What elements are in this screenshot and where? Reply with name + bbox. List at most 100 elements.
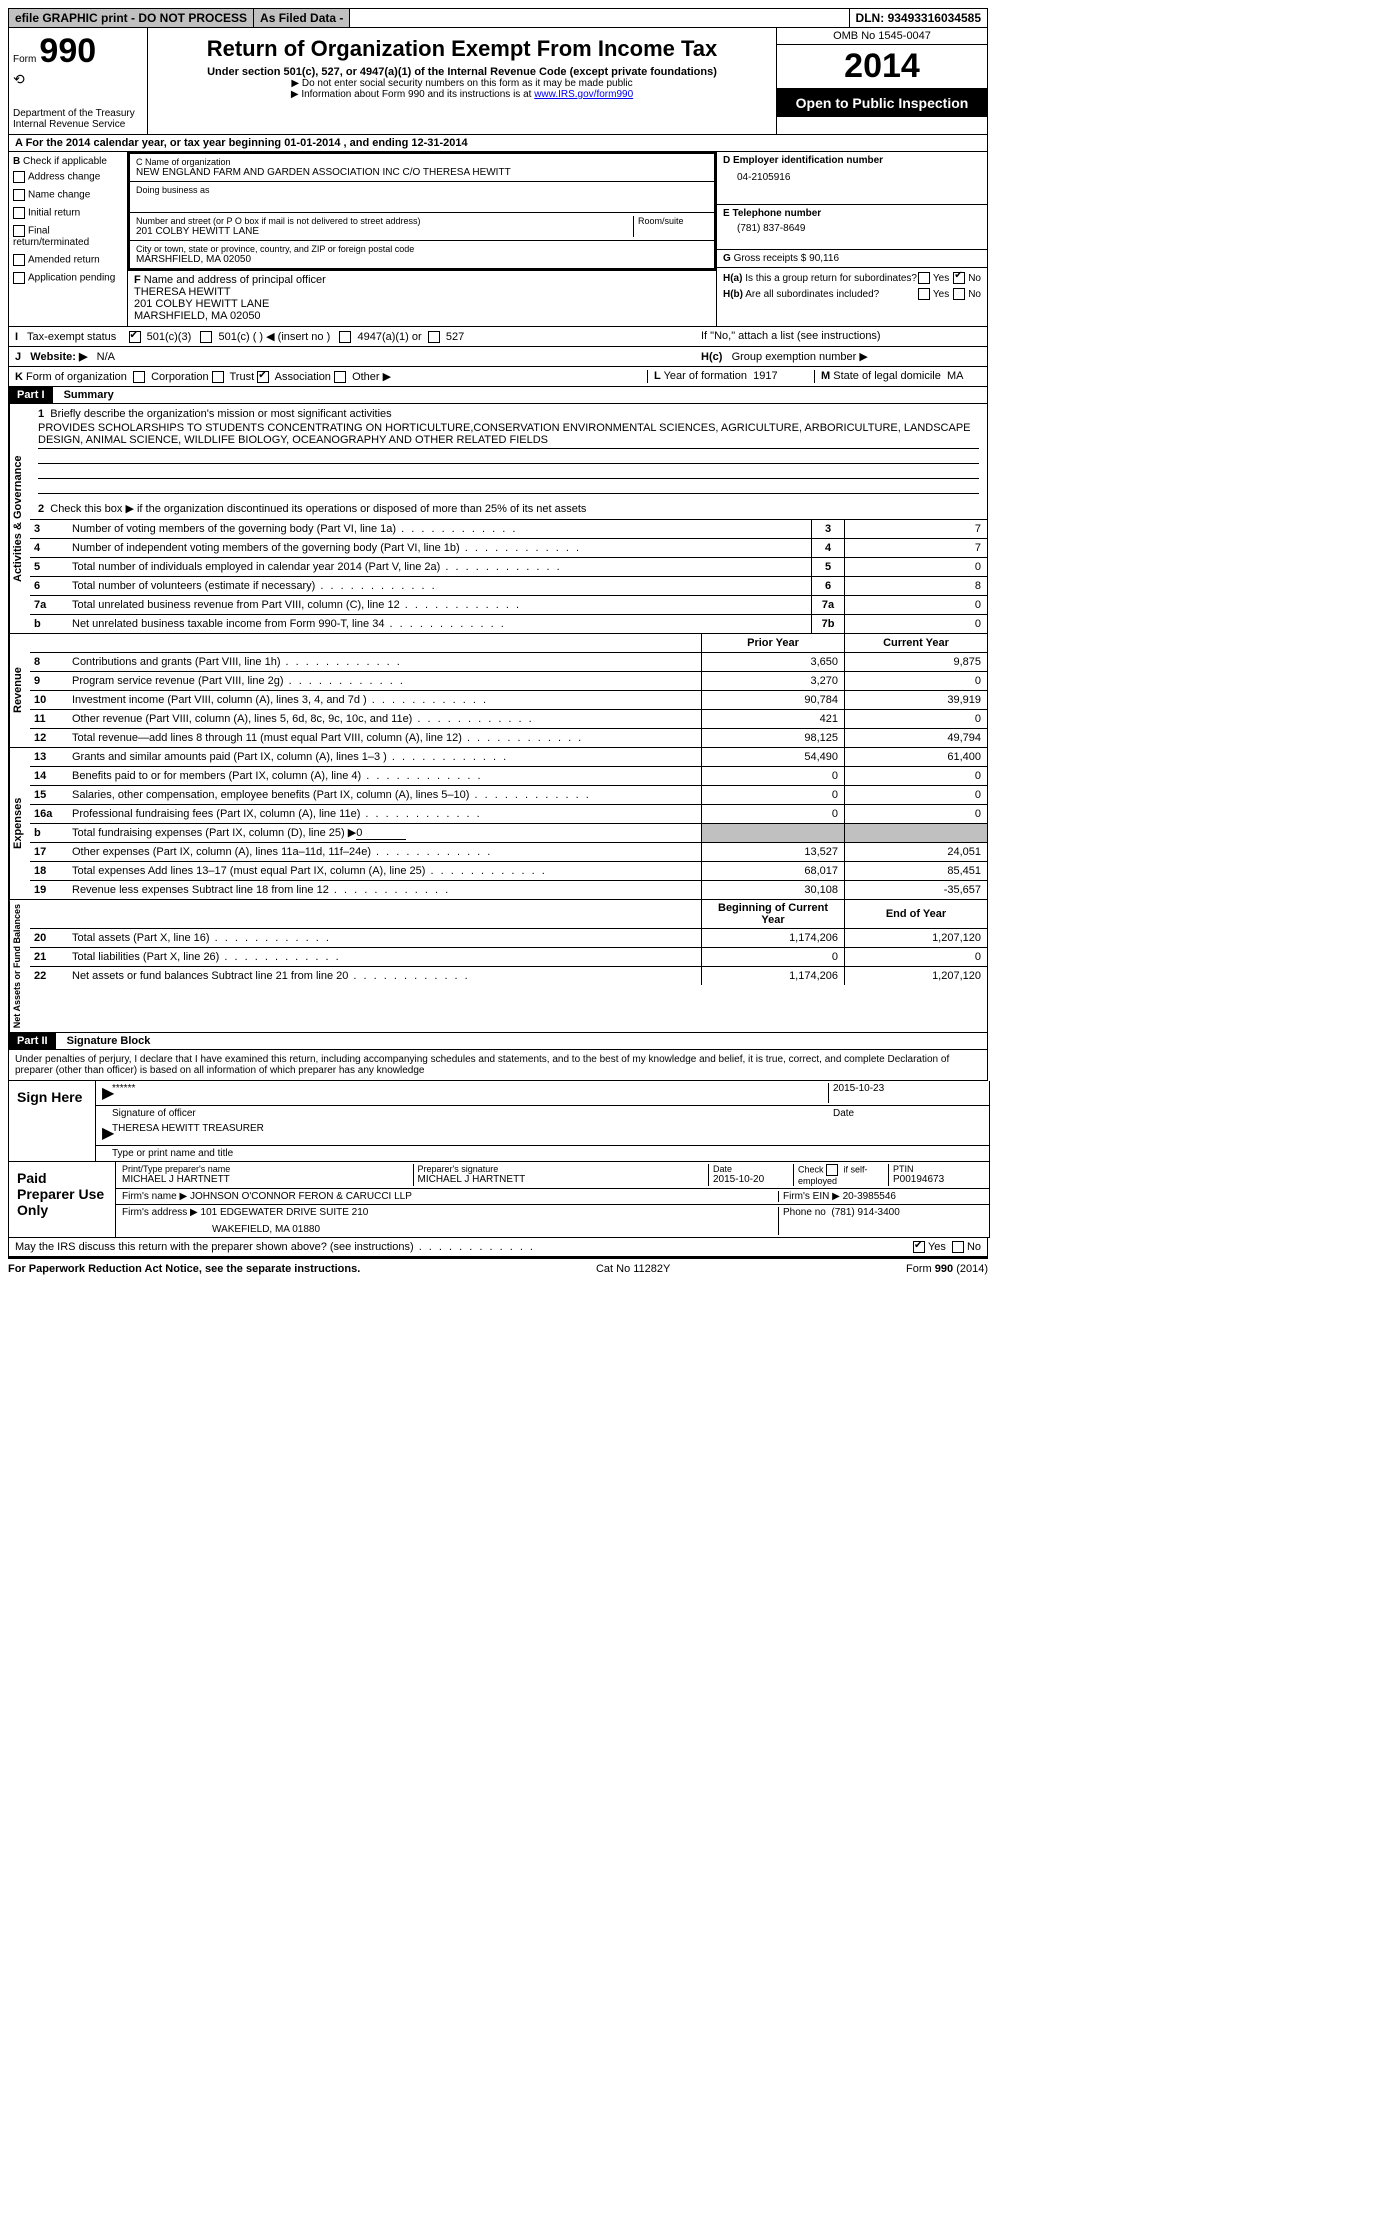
501c3-checkbox[interactable]	[129, 331, 141, 343]
hb-no-checkbox[interactable]	[953, 288, 965, 300]
line-num: 6	[30, 578, 68, 594]
city-value: MARSHFIELD, MA 02050	[136, 254, 708, 265]
firm-addr2: WAKEFIELD, MA 01880	[122, 1218, 778, 1235]
amended-return-checkbox[interactable]	[13, 254, 25, 266]
prior-val: 0	[701, 767, 844, 785]
form-number: 990	[39, 32, 96, 70]
governance-content: 1 Briefly describe the organization's mi…	[30, 404, 987, 633]
entity-section: B Check if applicable Address change Nam…	[8, 152, 988, 327]
firm-addr-label: Firm's address ▶	[122, 1207, 198, 1218]
perjury-statement: Under penalties of perjury, I declare th…	[8, 1050, 988, 1081]
prior-year-header: Prior Year	[701, 634, 844, 652]
hb-yes-checkbox[interactable]	[918, 288, 930, 300]
section-a-line: A For the 2014 calendar year, or tax yea…	[8, 135, 988, 152]
begin-val: 1,174,206	[701, 967, 844, 985]
discuss-no-checkbox[interactable]	[952, 1241, 964, 1253]
trust-label: Trust	[230, 371, 255, 383]
trust-checkbox[interactable]	[212, 371, 224, 383]
501c-checkbox[interactable]	[200, 331, 212, 343]
line-num: 4	[30, 540, 68, 556]
header-mid: Return of Organization Exempt From Incom…	[148, 28, 776, 134]
address-change-checkbox[interactable]	[13, 171, 25, 183]
phone-label: E Telephone number	[723, 208, 821, 219]
line-val: 8	[844, 577, 987, 595]
part1-revenue: Revenue Prior Year Current Year 8 Contri…	[8, 634, 988, 748]
header-left: Form 990 ⟲ Department of the Treasury In…	[9, 28, 148, 134]
prep-sig-label: Preparer's signature	[418, 1164, 709, 1174]
self-employed-checkbox[interactable]	[826, 1164, 838, 1176]
line-num: 12	[30, 730, 68, 746]
ein-row: D Employer identification number 04-2105…	[717, 152, 987, 205]
top-bar: efile GRAPHIC print - DO NOT PROCESS As …	[8, 8, 988, 28]
officer-addr2: MARSHFIELD, MA 02050	[134, 310, 710, 322]
j-label: J	[15, 351, 21, 363]
address-value: 201 COLBY HEWITT LANE	[136, 226, 633, 237]
prior-val: 421	[701, 710, 844, 728]
domicile-value: MA	[947, 370, 964, 382]
i-label: I	[15, 331, 18, 343]
line-desc: Investment income (Part VIII, column (A)…	[68, 692, 701, 708]
hb-yes-label: Yes	[933, 289, 949, 300]
discuss-text: May the IRS discuss this return with the…	[15, 1241, 414, 1253]
dln: DLN: 93493316034585	[849, 9, 987, 27]
corp-checkbox[interactable]	[133, 371, 145, 383]
line-desc: Revenue less expenses Subtract line 18 f…	[68, 882, 701, 898]
line-box: 5	[811, 558, 844, 576]
prior-val: 98,125	[701, 729, 844, 747]
current-val: 85,451	[844, 862, 987, 880]
irs-link[interactable]: www.IRS.gov/form990	[534, 89, 633, 100]
4947-checkbox[interactable]	[339, 331, 351, 343]
name-change-checkbox[interactable]	[13, 189, 25, 201]
ha-yes-label: Yes	[933, 273, 949, 284]
exp-line-19: 19 Revenue less expenses Subtract line 1…	[30, 880, 987, 899]
part1-expenses: Expenses 13 Grants and similar amounts p…	[8, 748, 988, 900]
firm-phone: (781) 914-3400	[831, 1207, 899, 1218]
col-c-org-info: C Name of organization NEW ENGLAND FARM …	[128, 152, 716, 326]
line-num: 10	[30, 692, 68, 708]
form-990-page: efile GRAPHIC print - DO NOT PROCESS As …	[8, 8, 988, 1279]
address-change-label: Address change	[28, 172, 100, 183]
end-val: 1,207,120	[844, 967, 987, 985]
other-checkbox[interactable]	[334, 371, 346, 383]
netassets-lines: 20 Total assets (Part X, line 16) 1,174,…	[30, 928, 987, 985]
line-box: 6	[811, 577, 844, 595]
prior-val: 0	[701, 805, 844, 823]
prior-val: 54,490	[701, 748, 844, 766]
current-val: 49,794	[844, 729, 987, 747]
line-desc: Total assets (Part X, line 16)	[68, 930, 701, 946]
omb-number: OMB No 1545-0047	[777, 28, 987, 45]
line-num: 15	[30, 787, 68, 803]
officer-label: Name and address of principal officer	[144, 274, 326, 286]
discuss-yes-checkbox[interactable]	[913, 1241, 925, 1253]
line-desc: Other revenue (Part VIII, column (A), li…	[68, 711, 701, 727]
footer-mid: Cat No 11282Y	[596, 1263, 670, 1275]
website-label: Website: ▶	[30, 351, 87, 363]
governance-label: Activities & Governance	[9, 404, 30, 633]
k-text: Form of organization	[26, 371, 127, 383]
footer-right: Form 990 (2014)	[906, 1263, 988, 1275]
ha-no-checkbox[interactable]	[953, 272, 965, 284]
irs-label: Internal Revenue Service	[13, 119, 143, 130]
gov-line-4: 4 Number of independent voting members o…	[30, 538, 987, 557]
line-box: 7a	[811, 596, 844, 614]
ha-yes-checkbox[interactable]	[918, 272, 930, 284]
sign-here-block: Sign Here ▶ ****** 2015-10-23 Signature …	[8, 1081, 990, 1162]
application-pending-checkbox[interactable]	[13, 272, 25, 284]
gov-line-6: 6 Total number of volunteers (estimate i…	[30, 576, 987, 595]
prior-val: 3,270	[701, 672, 844, 690]
initial-return-checkbox[interactable]	[13, 207, 25, 219]
final-return-checkbox[interactable]	[13, 225, 25, 237]
begin-val: 0	[701, 948, 844, 966]
revenue-lines: 8 Contributions and grants (Part VIII, l…	[30, 652, 987, 747]
527-checkbox[interactable]	[428, 331, 440, 343]
line-val: 0	[844, 615, 987, 633]
g-label: G	[723, 253, 731, 264]
assoc-checkbox[interactable]	[257, 371, 269, 383]
org-name-label: C Name of organization	[136, 157, 708, 167]
netassets-header-row: Beginning of Current Year End of Year	[30, 900, 987, 928]
line-num: 21	[30, 949, 68, 965]
open-inspection: Open to Public Inspection	[777, 89, 987, 117]
rev-line-10: 10 Investment income (Part VIII, column …	[30, 690, 987, 709]
gov-line-5: 5 Total number of individuals employed i…	[30, 557, 987, 576]
current-val: 0	[844, 786, 987, 804]
